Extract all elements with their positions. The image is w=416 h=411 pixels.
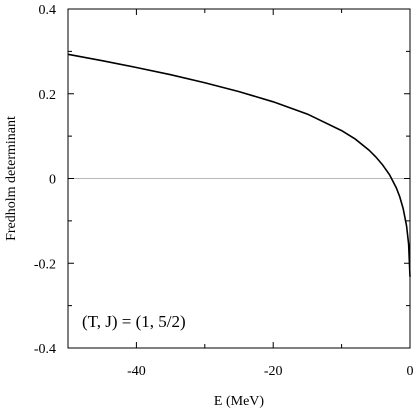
x-axis-label: E (MeV)	[214, 394, 264, 409]
y-tick-label: 0	[49, 173, 56, 188]
y-tick-labels: -0.4 -0.2 0 0.2 0.4	[34, 3, 56, 357]
x-tick-labels: -40 -20 0	[127, 364, 413, 379]
y-tick-label: -0.2	[34, 257, 56, 272]
y-tick-label: 0.4	[39, 3, 57, 18]
series-line	[67, 53, 411, 277]
annotation-label: (T, J) = (1, 5/2)	[82, 312, 186, 331]
plot-frame	[67, 8, 411, 349]
x-tick-label: 0	[407, 364, 414, 379]
y-axis-label: Fredholm determinant	[4, 116, 19, 241]
y-tick-label: 0.2	[39, 88, 57, 103]
x-tick-label: -20	[264, 364, 283, 379]
x-tick-label: -40	[127, 364, 146, 379]
y-tick-label: -0.4	[34, 342, 56, 357]
